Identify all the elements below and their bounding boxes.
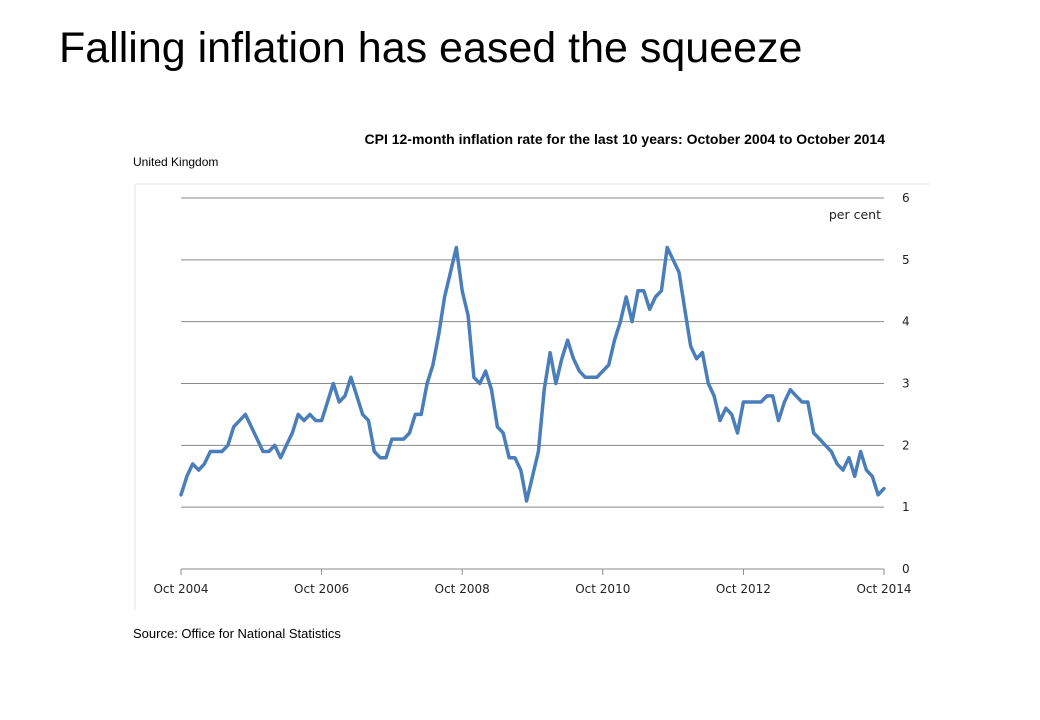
x-tick-label: Oct 2014 xyxy=(856,582,911,596)
x-axis-ticks: Oct 2004 Oct 2006 Oct 2008 Oct 2010 Oct 2012… xyxy=(153,569,912,596)
x-tick-label: Oct 2008 xyxy=(435,582,490,596)
y-tick-label: 2 xyxy=(902,438,910,452)
y-tick-label: 0 xyxy=(902,562,910,576)
x-tick-label: Oct 2006 xyxy=(294,582,349,596)
y-tick-label: 6 xyxy=(902,191,910,205)
chart-subtitle: United Kingdom xyxy=(133,155,219,169)
x-tick-label: Oct 2010 xyxy=(575,582,630,596)
slide-title: Falling inflation has eased the squeeze xyxy=(59,24,803,72)
x-tick-label: Oct 2004 xyxy=(153,582,208,596)
plot-frame xyxy=(134,183,930,610)
cpi-inflation-line xyxy=(179,245,886,503)
series-lines xyxy=(179,245,886,503)
y-tick-label: 4 xyxy=(902,315,910,329)
unit-label: per cent xyxy=(829,207,881,222)
y-axis-ticks: 0 1 2 3 4 5 6 xyxy=(902,191,910,576)
y-tick-label: 3 xyxy=(902,377,910,391)
chart-title: CPI 12-month inflation rate for the last… xyxy=(364,131,886,147)
y-tick-label: 5 xyxy=(902,253,910,267)
y-tick-label: 1 xyxy=(902,500,910,514)
x-tick-label: Oct 2012 xyxy=(716,582,771,596)
chart-source: Source: Office for National Statistics xyxy=(133,626,341,641)
gridlines xyxy=(181,197,884,570)
